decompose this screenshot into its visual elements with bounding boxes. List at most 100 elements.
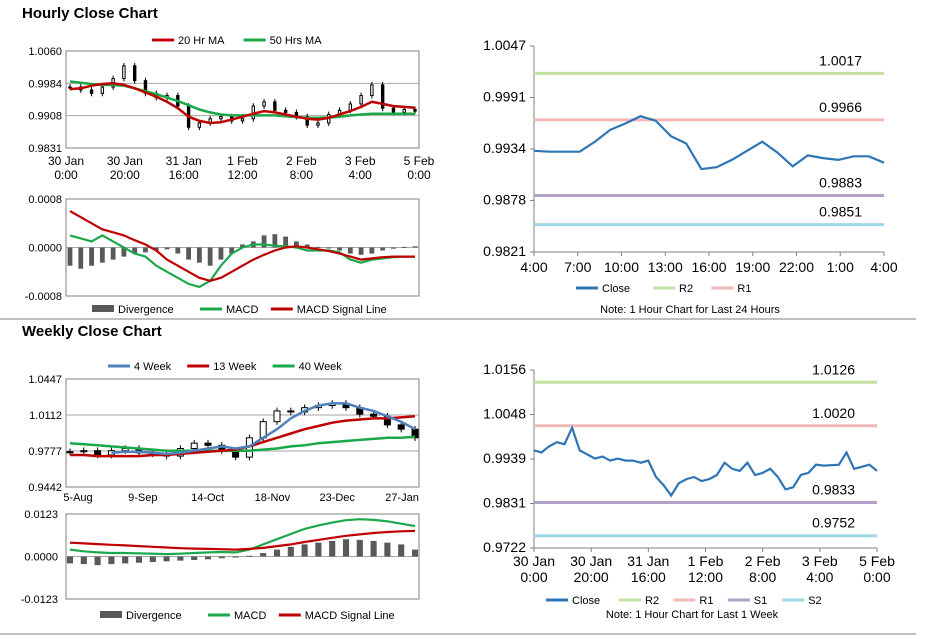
hourly-divergence-bar (380, 247, 386, 251)
hourly-divergence-bar (304, 244, 310, 248)
hourly-price-xtick-label: 0:00 (54, 168, 78, 182)
weekly-price-xtick-label: 14-Oct (191, 492, 224, 504)
weekly-signal-line (69, 529, 416, 551)
hourly-macd-legend-label: Divergence (118, 304, 174, 316)
weekly-divergence-bar (163, 556, 170, 562)
weekly-levels-legend-label: S2 (808, 595, 821, 607)
hourly-levels-ytick-label: 0.9878 (483, 192, 526, 208)
weekly-macd-ytick-label: 0.0000 (24, 552, 58, 564)
weekly-divergence-bar (273, 549, 281, 557)
weekly-divergence-bar (384, 542, 391, 557)
weekly-divergence-bar (108, 556, 115, 565)
hourly-divergence-bar (293, 241, 299, 248)
weekly-divergence-bar (287, 546, 294, 557)
hourly-candle-body (380, 84, 385, 109)
weekly-levels-legend-label: R1 (699, 595, 713, 607)
hourly-divergence-bar (272, 234, 278, 248)
weekly-levels-legend-label: R2 (645, 595, 659, 607)
hourly-macd-ytick-label: -0.0008 (25, 291, 62, 303)
weekly-levels-xtick-label: 0:00 (863, 569, 890, 585)
weekly-divergence-bar (301, 544, 308, 557)
weekly-divergence-bar (204, 556, 212, 560)
weekly-levels-ytick-label: 1.0048 (483, 406, 526, 422)
hourly-levels-xtick-label: 13:00 (648, 259, 683, 275)
hourly-price-xtick-label: 1 Feb (227, 154, 258, 168)
hourly-price-xtick-label: 30 Jan (48, 154, 84, 168)
hourly-divergence-bar (218, 247, 224, 260)
hourly-divergence-bar (240, 244, 245, 248)
hourly-divergence-bar (132, 247, 138, 254)
weekly-divergence-bar (370, 540, 377, 557)
hourly-divergence-bar (121, 247, 127, 257)
hourly-price-xtick-label: 0:00 (407, 168, 431, 182)
hourly-divergence-bar (412, 246, 418, 248)
hourly-price-legend-label: 20 Hr MA (178, 35, 225, 47)
hourly-close-line (533, 115, 885, 171)
weekly-divergence-bar (66, 556, 74, 564)
weekly-level-label: 0.9752 (812, 515, 855, 531)
hourly-price-xtick-label: 5 Feb (404, 154, 435, 168)
weekly-divergence-bar (398, 544, 405, 557)
weekly-levels-xtick-label: 1 Feb (688, 553, 724, 569)
hourly-candle-body (219, 116, 223, 120)
hourly-level-label: 0.9851 (819, 204, 862, 220)
weekly-levels-xtick-label: 8:00 (749, 569, 776, 585)
hourly-levels-note: Note: 1 Hour Chart for Last 24 Hours (600, 304, 780, 316)
weekly-macd-legend-label: MACD (234, 610, 266, 622)
weekly-candle-body (190, 442, 198, 450)
weekly-price-xtick-label: 9-Sep (128, 492, 157, 504)
weekly-macd-legend-label: Divergence (126, 610, 182, 622)
hourly-candle-body (122, 65, 126, 80)
hourly-price-ytick-label: 0.9831 (28, 143, 62, 155)
hourly-price-xtick-label: 31 Jan (166, 154, 202, 168)
weekly-divergence-bar (329, 540, 336, 557)
weekly-divergence-bar (80, 556, 87, 565)
weekly-divergence-bar (177, 556, 184, 561)
weekly-ma4-line (111, 402, 416, 456)
hourly-macd-line (69, 234, 415, 289)
weekly-divergence-bar (191, 556, 198, 560)
hourly-divergence-bar (143, 247, 148, 253)
weekly-levels-xtick-label: 3 Feb (802, 553, 838, 569)
weekly-price-xtick-label: 18-Nov (255, 492, 291, 504)
weekly-divergence-bar (356, 539, 363, 557)
weekly-candle-body (80, 450, 88, 453)
weekly-levels-xtick-label: 12:00 (688, 569, 723, 585)
hourly-levels-ytick-label: 1.0047 (483, 37, 526, 53)
hourly-divergence-bar (99, 247, 105, 263)
weekly-price-ytick-label: 0.9442 (28, 482, 62, 494)
hourly-ma50-line (69, 80, 415, 120)
weekly-levels-xtick-label: 16:00 (631, 569, 666, 585)
hourly-price-ytick-label: 0.9908 (28, 111, 62, 123)
hourly-candle-body (370, 84, 374, 96)
weekly-divergence-bar (246, 555, 253, 557)
hourly-divergence-bar (89, 247, 94, 266)
hourly-levels-xtick-label: 7:00 (564, 259, 591, 275)
hourly-candle-body (391, 107, 396, 113)
weekly-price-ytick-label: 0.9777 (28, 446, 62, 458)
hourly-divergence-bar (358, 247, 364, 255)
hourly-price-xtick-label: 16:00 (169, 168, 199, 182)
hourly-price-plot-area (65, 50, 420, 149)
hourly-levels-xtick-label: 4:00 (870, 259, 897, 275)
hourly-price-legend-label: 50 Hrs MA (270, 35, 323, 47)
hourly-divergence-bar (401, 246, 407, 248)
hourly-macd-legend-label: MACD Signal Line (297, 304, 387, 316)
hourly-signal-line (69, 210, 415, 282)
hourly-levels-xtick-label: 22:00 (779, 259, 814, 275)
hourly-divergence-bar (186, 247, 192, 260)
hourly-candle-body (240, 118, 245, 122)
hourly-divergence-bar (207, 247, 213, 266)
hourly-level-label: 0.9966 (819, 99, 862, 115)
weekly-ma40-line (69, 435, 416, 452)
weekly-levels-ytick-label: 1.0156 (483, 361, 526, 377)
weekly-level-label: 0.9833 (812, 481, 855, 497)
weekly-candle-body (370, 413, 378, 417)
hourly-price-xtick-label: 8:00 (290, 168, 314, 182)
hourly-levels-xtick-label: 4:00 (520, 259, 547, 275)
weekly-divergence-bar (94, 556, 101, 566)
hourly-levels-xtick-label: 19:00 (735, 259, 770, 275)
hourly-candle-body (273, 101, 277, 111)
weekly-divergence-bar (411, 549, 419, 557)
